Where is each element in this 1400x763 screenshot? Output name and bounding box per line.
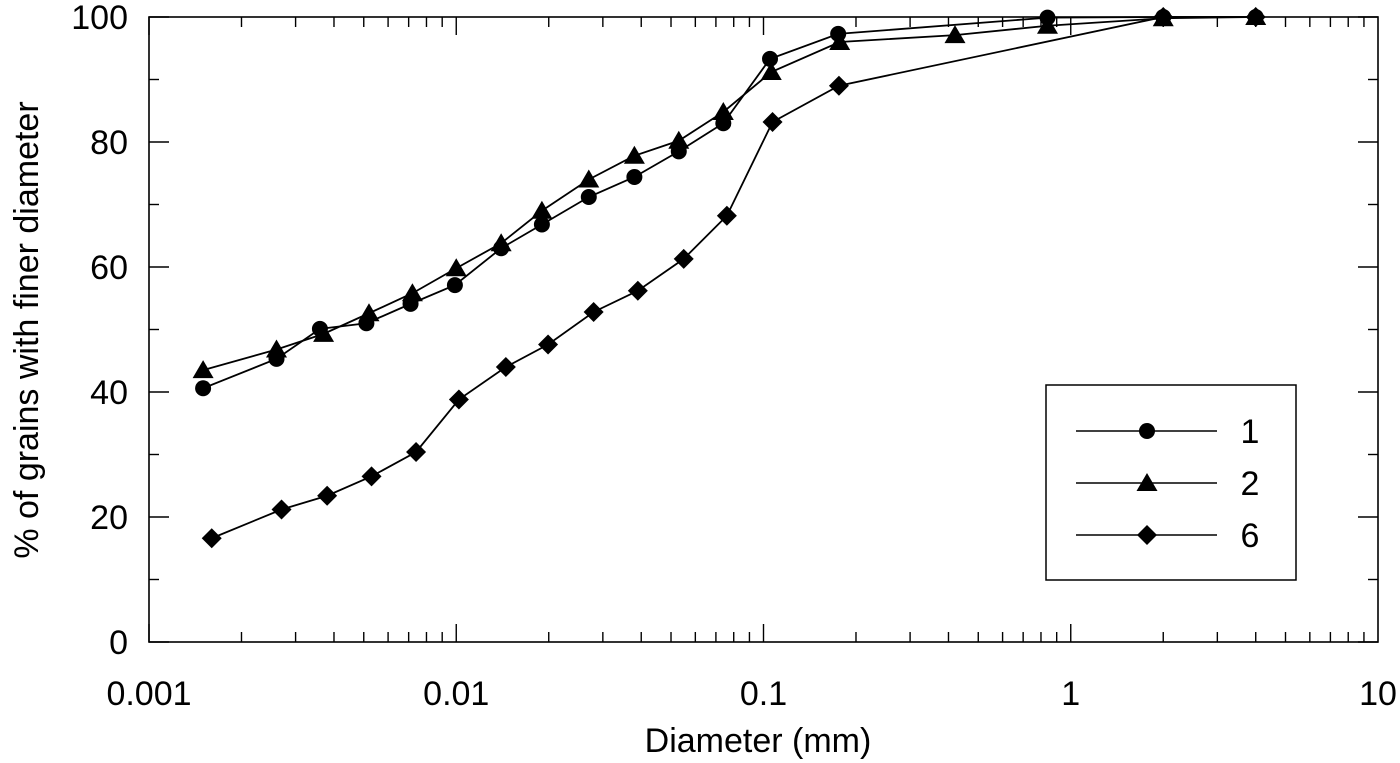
series-6 <box>201 7 1266 549</box>
triangle-marker-icon <box>490 233 512 252</box>
legend-item-6: 6 <box>1076 517 1259 555</box>
x-axis-title: Diameter (mm) <box>645 722 872 760</box>
x-tick-label: 0.01 <box>423 675 489 713</box>
circle-marker-icon <box>580 189 597 205</box>
triangle-marker-icon <box>829 32 851 50</box>
diamond-marker-icon <box>271 499 292 520</box>
triangle-marker-icon <box>944 25 966 44</box>
triangle-marker-icon <box>760 62 782 80</box>
diamond-marker-icon <box>448 389 469 410</box>
diamond-marker-icon <box>673 248 694 269</box>
legend: 1 2 6 <box>1045 384 1297 581</box>
y-tick-label: 40 <box>90 374 128 412</box>
diamond-marker-icon <box>1245 7 1266 27</box>
legend-label: 2 <box>1241 465 1260 503</box>
y-tick-label: 100 <box>71 0 128 37</box>
x-tick-label: 0.001 <box>106 675 191 713</box>
triangle-marker-icon <box>668 130 690 149</box>
series-line <box>202 16 1256 390</box>
y-tick-label: 60 <box>90 249 128 287</box>
circle-marker-icon <box>446 277 463 294</box>
diamond-marker-icon <box>828 75 849 96</box>
circle-marker-icon <box>626 169 643 185</box>
series-line <box>211 16 1256 540</box>
diamond-legend-icon <box>1137 525 1157 545</box>
series-layer <box>192 7 1267 549</box>
legend-item-1: 1 <box>1076 413 1259 451</box>
diamond-marker-icon <box>1153 7 1174 27</box>
y-axis-tick-labels: 0 20 40 60 80 100 <box>71 0 128 662</box>
diamond-marker-icon <box>317 485 338 506</box>
legend-item-2: 2 <box>1076 465 1259 503</box>
diamond-marker-icon <box>716 205 737 226</box>
diamond-marker-icon <box>495 357 516 377</box>
triangle-legend-icon <box>1136 473 1158 491</box>
triangle-marker-icon <box>623 145 645 164</box>
diamond-marker-icon <box>201 528 222 549</box>
triangle-marker-icon <box>313 323 335 342</box>
diamond-marker-icon <box>583 302 604 322</box>
series-1 <box>195 9 1264 397</box>
triangle-marker-icon <box>401 283 423 302</box>
y-tick-label: 80 <box>90 124 128 162</box>
diamond-marker-icon <box>627 280 648 301</box>
series-2 <box>192 7 1267 379</box>
diamond-marker-icon <box>406 442 427 462</box>
triangle-marker-icon <box>712 102 734 120</box>
legend-label: 6 <box>1241 517 1260 555</box>
triangle-marker-icon <box>192 360 214 379</box>
x-axis-ticks <box>148 17 1365 642</box>
triangle-marker-icon <box>358 303 380 322</box>
y-axis-ticks <box>149 16 1378 643</box>
x-tick-label: 10 <box>1359 675 1397 713</box>
x-tick-label: 1 <box>1061 675 1080 713</box>
diamond-marker-icon <box>762 112 783 132</box>
y-tick-label: 20 <box>90 499 128 537</box>
circle-legend-icon <box>1139 423 1155 439</box>
x-axis-tick-labels: 0.001 0.01 0.1 1 10 <box>106 675 1396 713</box>
y-tick-label: 0 <box>109 624 128 662</box>
legend-label: 1 <box>1241 413 1260 451</box>
triangle-marker-icon <box>1036 15 1058 34</box>
circle-marker-icon <box>762 50 779 67</box>
diamond-marker-icon <box>361 466 382 487</box>
triangle-marker-icon <box>266 339 288 358</box>
y-axis-title: % of grains with finer diameter <box>8 101 46 558</box>
diamond-marker-icon <box>538 334 559 355</box>
x-tick-label: 0.1 <box>740 675 787 713</box>
circle-marker-icon <box>195 380 212 397</box>
triangle-marker-icon <box>445 258 467 277</box>
triangle-marker-icon <box>578 169 600 188</box>
triangle-marker-icon <box>531 200 553 219</box>
circle-marker-icon <box>533 216 550 233</box>
